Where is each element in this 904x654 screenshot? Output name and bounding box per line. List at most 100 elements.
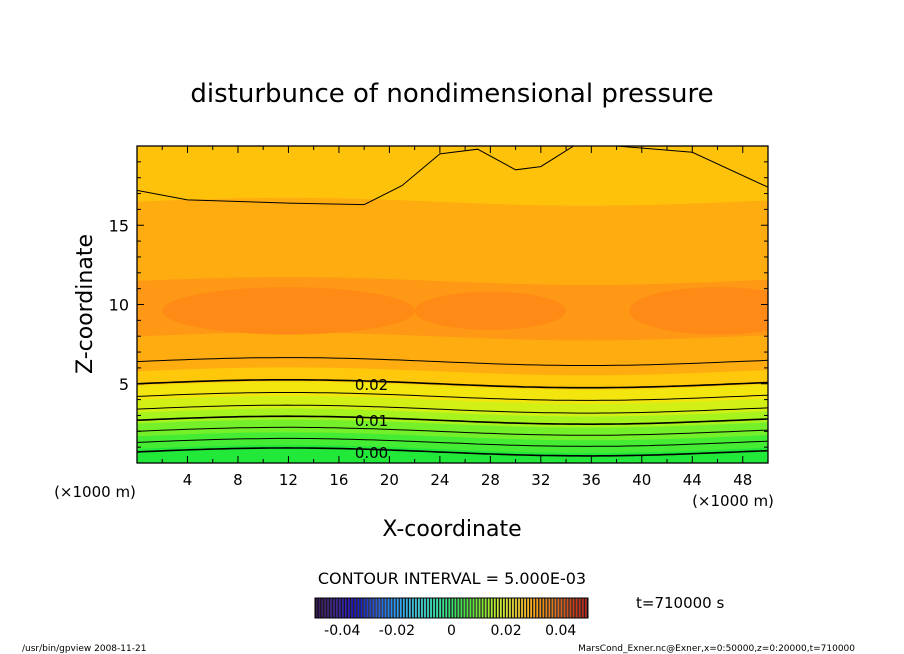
- colorbar-gap: [428, 598, 431, 618]
- colorbar-frame: [314, 597, 589, 619]
- colorbar-tick-label: 0: [447, 623, 456, 639]
- contour-line: [137, 392, 768, 401]
- colorbar-cell: [321, 598, 323, 618]
- colorbar-gap: [395, 598, 397, 618]
- colorbar-gap: [519, 598, 522, 618]
- colorbar-gap: [532, 598, 534, 618]
- y-tick-label: 10: [109, 296, 129, 315]
- colorbar-gap: [444, 598, 446, 618]
- colorbar-gap: [559, 598, 561, 618]
- colorbar-cell: [524, 598, 526, 618]
- colorbar-cell: [393, 598, 396, 618]
- colorbar-cell: [548, 598, 551, 618]
- colorbar-gap: [316, 598, 319, 618]
- colorbar-cell: [406, 598, 408, 618]
- contour-line: [137, 415, 768, 425]
- colorbar-cell: [351, 598, 354, 618]
- colorbar-gap: [571, 598, 573, 618]
- colorbar-tick-label: 0.02: [491, 623, 522, 639]
- colorbar-cell: [521, 598, 523, 618]
- colorbar-gap: [343, 598, 346, 618]
- contour-lobe: [629, 287, 768, 335]
- colorbar-cell: [536, 598, 539, 618]
- colorbar-cell: [454, 598, 457, 618]
- colorbar-gap: [392, 598, 394, 618]
- colorbar-cell: [354, 598, 357, 618]
- colorbar-cell: [551, 598, 554, 618]
- colorbar-gap: [350, 598, 352, 618]
- colorbar-cell: [409, 598, 411, 618]
- colorbar-cell: [512, 598, 514, 618]
- colorbar-gap: [471, 598, 473, 618]
- colorbar-gap: [374, 598, 376, 618]
- colorbar-cell: [557, 598, 560, 618]
- contour-line: [137, 437, 768, 447]
- colorbar-cell: [445, 598, 448, 618]
- colorbar-cell: [390, 598, 393, 618]
- colorbar-gap: [553, 598, 555, 618]
- colorbar-gap: [441, 598, 443, 618]
- colorbar: [315, 598, 588, 618]
- colorbar-cell: [384, 598, 387, 618]
- colorbar-cell: [584, 598, 587, 618]
- colorbar-cell: [357, 598, 360, 618]
- colorbar-gap: [459, 598, 461, 618]
- colorbar-cell: [378, 598, 381, 618]
- colorbar-gap: [562, 598, 564, 618]
- colorbar-gap: [362, 598, 364, 618]
- colorbar-cell: [527, 598, 529, 618]
- colorbar-cell: [490, 598, 493, 618]
- colorbar-cell: [515, 598, 517, 618]
- colorbar-cell: [578, 598, 581, 618]
- colorbar-gap: [577, 598, 579, 618]
- colorbar-gap: [522, 598, 525, 618]
- colorbar-gap: [504, 598, 507, 618]
- colorbar-gap: [398, 598, 400, 618]
- colorbar-cell: [345, 598, 347, 618]
- colorbar-cell: [318, 598, 320, 618]
- colorbar-cell: [333, 598, 335, 618]
- colorbar-gap: [501, 598, 504, 618]
- contour-line: [137, 357, 768, 366]
- colorbar-gap: [401, 598, 403, 618]
- colorbar-gap: [565, 598, 567, 618]
- colorbar-gap: [574, 598, 576, 618]
- colorbar-gap: [410, 598, 413, 618]
- colorbar-gap: [568, 598, 570, 618]
- contour-interval-text: CONTOUR INTERVAL = 5.000E-03: [318, 569, 586, 588]
- contour-line: [137, 404, 768, 414]
- colorbar-cell: [415, 598, 417, 618]
- colorbar-gap: [453, 598, 455, 618]
- colorbar-cell: [381, 598, 384, 618]
- colorbar-gap: [328, 598, 331, 618]
- colorbar-cell: [439, 598, 442, 618]
- colorbar-cell: [581, 598, 584, 618]
- colorbar-cell: [481, 598, 484, 618]
- colorbar-cell: [324, 598, 326, 618]
- chart-title: disturbunce of nondimensional pressure: [190, 79, 713, 109]
- colorbar-gap: [525, 598, 528, 618]
- colorbar-gap: [371, 598, 373, 618]
- colorbar-cell: [533, 598, 536, 618]
- colorbar-cell: [375, 598, 378, 618]
- colorbar-gap: [347, 598, 349, 618]
- contour-label: 0.02: [355, 376, 388, 394]
- colorbar-cell: [430, 598, 432, 618]
- x-unit-left: (×1000 m): [54, 483, 136, 501]
- colorbar-cell: [442, 598, 445, 618]
- colorbar-cell: [518, 598, 520, 618]
- colorbar-cell: [506, 598, 508, 618]
- contour-band: [137, 146, 768, 206]
- colorbar-gap: [419, 598, 422, 618]
- colorbar-gap: [413, 598, 416, 618]
- contour-label: 0.01: [355, 412, 388, 430]
- y-tick-label: 15: [109, 216, 129, 235]
- colorbar-cell: [560, 598, 563, 618]
- colorbar-gap: [319, 598, 322, 618]
- contour-line: [137, 426, 768, 436]
- colorbar-gap: [529, 598, 531, 618]
- contour-band: [137, 197, 768, 285]
- x-unit-right: (×1000 m): [692, 492, 774, 510]
- contour-line: [137, 379, 768, 389]
- colorbar-cell: [339, 598, 341, 618]
